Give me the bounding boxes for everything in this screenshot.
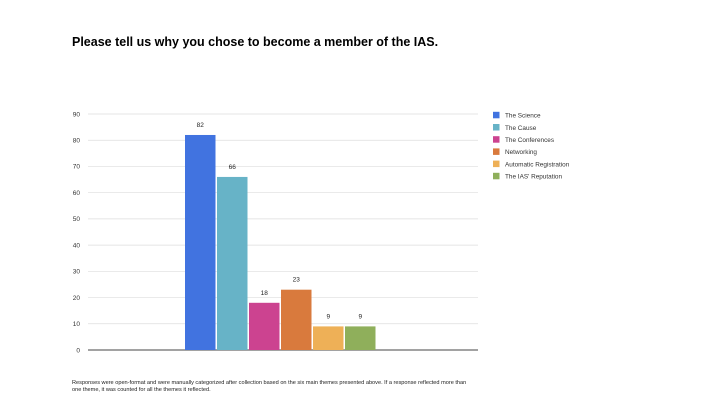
legend: The Science The Cause The Conferences Netwo… — [493, 111, 570, 181]
bar-the-science — [185, 134, 216, 350]
y-tick-label: 40 — [73, 242, 81, 249]
slide-title: Please tell us why you chose to become a… — [72, 35, 439, 49]
footnote: Responses were open-format and were manu… — [72, 380, 467, 394]
y-tick-label: 70 — [73, 164, 81, 171]
bar-networking — [281, 289, 312, 350]
y-tick-label: 50 — [73, 216, 81, 223]
legend-label: The IAS' Reputation — [505, 174, 562, 181]
data-label: 82 — [197, 122, 205, 129]
data-label: 9 — [358, 313, 362, 320]
legend-swatch — [493, 111, 500, 119]
bar-the-cause — [217, 176, 248, 350]
bars — [185, 134, 376, 350]
y-axis-ticks: 0 10 20 30 40 50 60 70 80 90 — [73, 111, 81, 354]
legend-swatch — [493, 160, 500, 168]
bar-the-ias-reputation — [345, 326, 376, 350]
legend-swatch — [493, 148, 500, 155]
legend-label: Automatic Registration — [505, 161, 570, 168]
legend-label: The Conferences — [505, 137, 554, 144]
data-label: 66 — [229, 164, 237, 171]
data-label: 18 — [261, 290, 269, 297]
y-tick-label: 80 — [73, 138, 81, 145]
legend-swatch — [493, 136, 500, 143]
legend-label: The Cause — [505, 125, 537, 132]
data-label: 9 — [326, 313, 330, 320]
legend-label: The Science — [505, 113, 541, 120]
legend-label: Networking — [505, 149, 537, 156]
y-tick-label: 10 — [73, 321, 81, 328]
y-tick-label: 20 — [73, 295, 81, 302]
legend-swatch — [493, 124, 500, 131]
data-labels: 82 66 18 23 9 9 — [197, 122, 363, 320]
legend-swatch — [493, 172, 500, 180]
bar-automatic-registration — [313, 326, 344, 350]
data-label: 23 — [293, 277, 301, 284]
y-tick-label: 0 — [76, 347, 80, 354]
bar-the-conferences — [249, 302, 280, 350]
y-tick-label: 60 — [73, 190, 81, 197]
y-tick-label: 90 — [73, 111, 81, 118]
y-tick-label: 30 — [73, 269, 81, 276]
